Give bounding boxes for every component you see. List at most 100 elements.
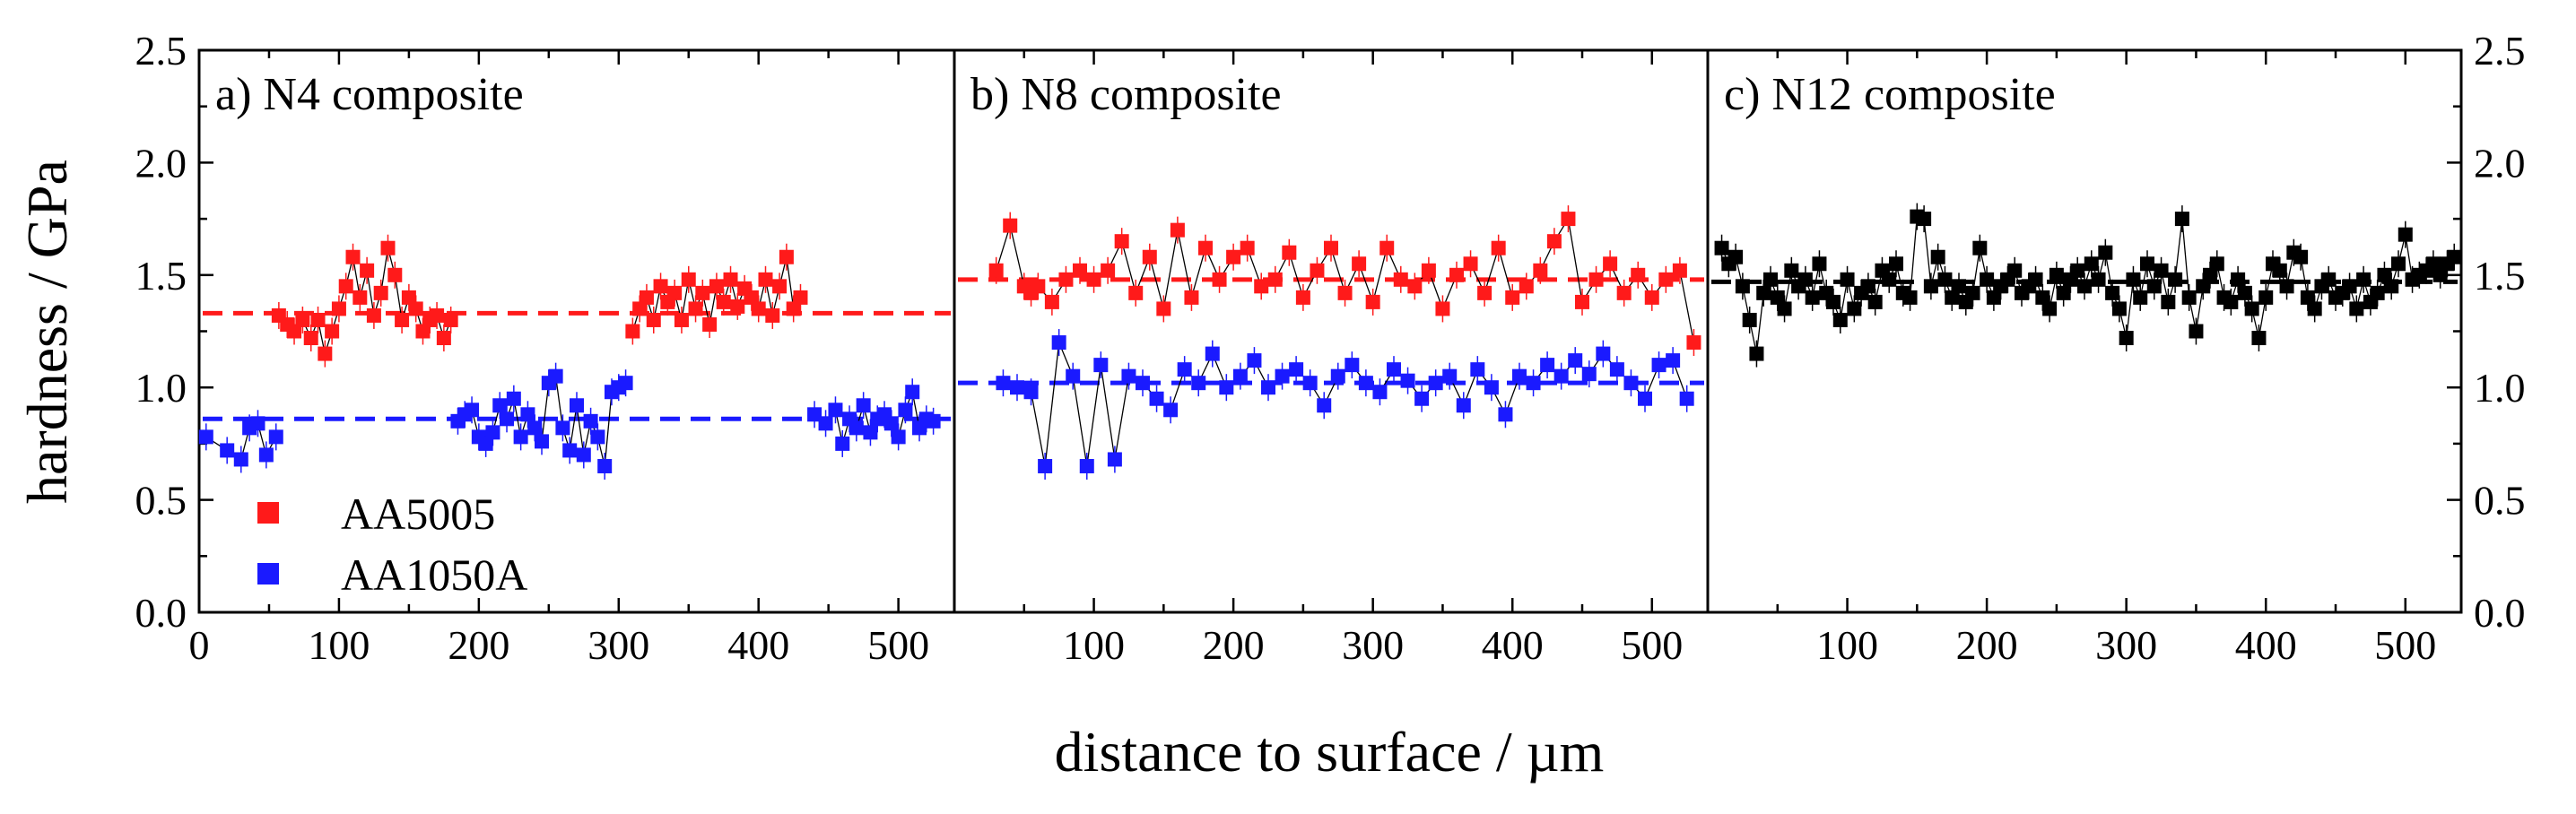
data-point-aa5005 — [318, 346, 333, 361]
data-point-n12 — [2049, 267, 2064, 282]
data-point-aa1050a — [1442, 368, 1458, 384]
data-point-aa5005 — [639, 290, 654, 305]
data-point-aa1050a — [1136, 376, 1150, 391]
data-point-aa1050a — [1553, 368, 1569, 384]
x-tick-label: 0 — [189, 622, 210, 668]
data-point-n12 — [2035, 290, 2050, 305]
data-point-n12 — [1917, 212, 1932, 227]
data-point-n12 — [1742, 312, 1757, 327]
data-point-aa5005 — [1644, 290, 1659, 305]
data-point-aa5005 — [1505, 290, 1520, 305]
data-point-aa5005 — [653, 279, 668, 294]
data-point-aa5005 — [1686, 335, 1701, 351]
data-point-n12 — [2272, 263, 2287, 278]
data-point-aa5005 — [1114, 234, 1129, 249]
data-point-aa1050a — [818, 416, 833, 431]
data-point-aa5005 — [303, 331, 318, 346]
legend-label-aa5005: AA5005 — [341, 489, 495, 539]
data-point-n12 — [2244, 301, 2259, 316]
data-point-aa5005 — [1156, 301, 1171, 316]
data-point-aa5005 — [779, 249, 794, 264]
data-point-n12 — [2140, 256, 2154, 272]
data-point-n12 — [2105, 285, 2120, 300]
x-tick-label: 300 — [587, 622, 649, 668]
data-point-aa5005 — [674, 312, 689, 327]
data-point-aa5005 — [443, 312, 458, 327]
y-tick-label-left: 1.0 — [135, 365, 187, 411]
data-point-aa5005 — [1616, 285, 1632, 300]
data-point-aa5005 — [1463, 256, 1478, 272]
data-point-aa1050a — [1205, 346, 1220, 361]
data-point-n12 — [1860, 279, 1875, 294]
data-point-aa1050a — [500, 411, 515, 427]
x-tick-label: 400 — [727, 622, 789, 668]
panel-c: 100 200 300 400 500 0.0 0.5 1.0 1.5 2.0 2.5 c) N12 … — [1706, 28, 2526, 668]
data-point-aa1050a — [1051, 335, 1066, 351]
data-point-n12 — [1735, 279, 1750, 294]
data-point-n12 — [2077, 279, 2092, 294]
data-point-aa5005 — [436, 331, 451, 346]
data-point-n12 — [2091, 272, 2106, 287]
data-point-aa5005 — [1393, 272, 1408, 287]
data-point-n12 — [2342, 279, 2357, 294]
data-point-aa5005 — [1142, 249, 1157, 264]
data-point-n12 — [2307, 301, 2322, 316]
data-point-aa5005 — [1184, 290, 1199, 305]
data-point-n12 — [2391, 256, 2406, 272]
data-point-aa5005 — [695, 285, 710, 300]
data-point-aa1050a — [1219, 380, 1234, 395]
data-point-n12 — [1847, 301, 1862, 316]
data-point-n12 — [2126, 272, 2141, 287]
data-point-aa1050a — [1275, 368, 1290, 384]
data-point-aa1050a — [258, 447, 274, 463]
data-point-aa5005 — [345, 249, 361, 264]
data-point-aa5005 — [793, 290, 808, 305]
data-point-aa1050a — [562, 443, 578, 458]
data-point-aa1050a — [535, 434, 550, 449]
data-point-aa1050a — [1540, 358, 1555, 373]
data-point-n12 — [2111, 301, 2127, 316]
data-point-aa5005 — [1407, 279, 1423, 294]
data-point-n12 — [1902, 290, 1918, 305]
data-point-aa1050a — [1400, 373, 1415, 388]
data-point-n12 — [2432, 267, 2448, 282]
data-point-aa1050a — [492, 398, 508, 413]
data-point-aa5005 — [1603, 256, 1618, 272]
data-point-aa5005 — [1267, 272, 1283, 287]
data-point-aa1050a — [618, 376, 633, 391]
data-point-aa5005 — [401, 290, 416, 305]
data-point-n12 — [1840, 272, 1855, 287]
data-point-aa1050a — [1428, 376, 1443, 391]
x-tick-label: 100 — [1816, 622, 1878, 668]
data-point-aa1050a — [835, 436, 850, 451]
data-point-n12 — [2258, 290, 2274, 305]
data-point-aa1050a — [898, 403, 913, 418]
panel-b-frame — [953, 48, 1710, 614]
data-point-aa5005 — [1031, 279, 1046, 294]
data-point-aa1050a — [1093, 358, 1109, 373]
data-point-aa5005 — [730, 299, 745, 314]
data-point-aa1050a — [1358, 376, 1373, 391]
data-point-n12 — [2056, 285, 2071, 300]
data-point-aa5005 — [688, 301, 703, 316]
data-point-n12 — [1832, 312, 1848, 327]
data-point-aa1050a — [828, 403, 843, 418]
data-point-aa5005 — [1240, 240, 1255, 255]
data-point-aa5005 — [1058, 272, 1074, 287]
data-point-aa5005 — [1379, 240, 1395, 255]
data-point-aa5005 — [1365, 294, 1380, 309]
legend: AA5005 AA1050A — [257, 489, 527, 600]
x-axis-title: distance to surface / µm — [1055, 720, 1605, 784]
data-point-aa1050a — [1456, 398, 1471, 413]
data-point-n12 — [2181, 290, 2197, 305]
data-point-aa5005 — [751, 301, 766, 316]
data-point-aa5005 — [366, 307, 381, 323]
data-point-aa5005 — [1310, 263, 1325, 278]
data-point-aa5005 — [373, 285, 388, 300]
data-point-aa1050a — [1345, 358, 1360, 373]
data-point-n12 — [2377, 267, 2392, 282]
data-point-aa5005 — [1044, 294, 1059, 309]
data-point-n12 — [2321, 272, 2337, 287]
data-point-aa5005 — [415, 324, 431, 339]
data-point-n12 — [2161, 294, 2176, 309]
